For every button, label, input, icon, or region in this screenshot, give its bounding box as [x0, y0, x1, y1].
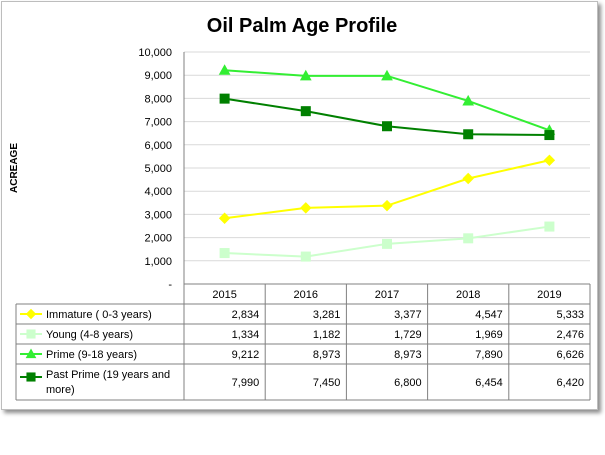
y-tick-label: 7,000 [144, 117, 172, 129]
data-point-marker [219, 93, 230, 104]
data-point-marker [219, 248, 230, 259]
data-point-marker [300, 202, 312, 214]
data-point-marker [463, 129, 474, 140]
data-table-value: 3,377 [394, 309, 422, 321]
y-tick-label: 1,000 [144, 256, 172, 268]
data-point-marker [544, 221, 555, 232]
data-point-marker [300, 251, 311, 262]
y-tick-label: 10,000 [138, 47, 172, 59]
x-tick-label: 2019 [537, 289, 561, 301]
x-tick-label: 2017 [375, 289, 399, 301]
data-table-value: 2,834 [232, 309, 260, 321]
data-table-value: 6,454 [475, 377, 503, 389]
legend-label: Prime (9-18 years) [46, 349, 137, 361]
data-point-marker [218, 212, 231, 224]
data-point-marker [462, 94, 475, 106]
x-tick-label: 2015 [212, 289, 236, 301]
data-point-marker [26, 329, 36, 339]
data-table-value: 1,334 [232, 329, 260, 341]
data-table-value: 4,547 [475, 309, 503, 321]
y-tick-label: 2,000 [144, 233, 172, 245]
data-table-value: 2,476 [556, 329, 584, 341]
data-point-marker [218, 64, 231, 75]
chart-frame [1, 1, 598, 410]
data-table-value: 6,800 [394, 377, 422, 389]
data-point-marker [462, 172, 474, 185]
y-tick-label: 9,000 [144, 70, 172, 82]
x-tick-label: 2016 [294, 289, 318, 301]
data-table-value: 1,969 [475, 329, 503, 341]
data-table-value: 1,182 [313, 329, 341, 341]
y-tick-label: 4,000 [144, 186, 172, 198]
data-point-marker [382, 238, 392, 249]
y-tick-label: 6,000 [144, 140, 172, 152]
data-point-marker [381, 199, 393, 212]
data-table-value: 9,212 [232, 349, 260, 361]
data-table-value: 7,450 [313, 377, 341, 389]
y-tick-label: 5,000 [144, 163, 172, 175]
y-tick-label: - [168, 279, 172, 291]
data-point-marker [382, 121, 392, 132]
x-tick-label: 2018 [456, 289, 480, 301]
legend-label: Young (4-8 years) [46, 329, 133, 341]
data-table-value: 5,333 [556, 309, 584, 321]
y-tick-label: 3,000 [144, 209, 172, 221]
data-point-marker [26, 372, 36, 382]
data-point-marker [25, 308, 37, 320]
data-point-marker [463, 233, 474, 244]
data-table-value: 6,420 [556, 377, 584, 389]
data-point-marker [543, 154, 556, 166]
data-table-value: 1,729 [394, 329, 422, 341]
legend-label: Immature ( 0-3 years) [46, 309, 152, 321]
data-table-value: 6,626 [556, 349, 584, 361]
data-point-marker [381, 69, 393, 81]
data-table-value: 8,973 [394, 349, 422, 361]
legend-label: Past Prime (19 years and more) [46, 369, 170, 396]
data-point-marker [544, 130, 555, 141]
data-table-value: 3,281 [313, 309, 341, 321]
data-point-marker [25, 348, 37, 359]
data-point-marker [300, 106, 311, 117]
data-table-value: 8,973 [313, 349, 341, 361]
y-axis-label: ACREAGE [9, 143, 20, 193]
data-table-value: 7,890 [475, 349, 503, 361]
data-point-marker [299, 69, 312, 81]
chart-title: Oil Palm Age Profile [207, 15, 397, 37]
data-table-value: 7,990 [232, 377, 260, 389]
y-tick-label: 8,000 [144, 93, 172, 105]
